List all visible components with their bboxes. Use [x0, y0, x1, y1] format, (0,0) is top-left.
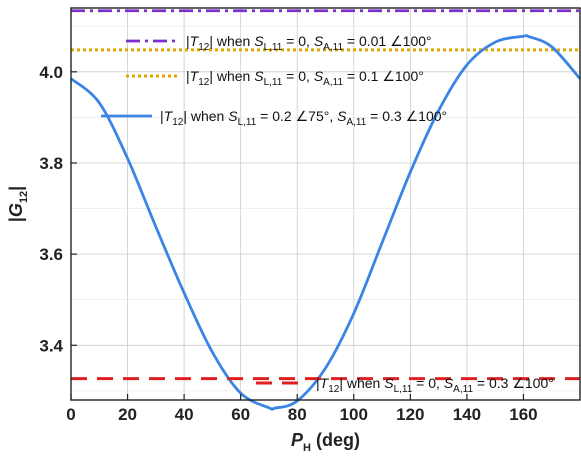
legend: |T12| when SL,11 = 0, SA,11 = 0.01 ∠100°… [101, 33, 554, 395]
x-axis-label: PH (deg) [291, 430, 360, 454]
y-axis-label: |G12| [6, 186, 30, 222]
x-tick-label: 40 [175, 405, 194, 424]
x-tick-label: 120 [396, 405, 424, 424]
grid [71, 8, 580, 400]
legend-label-4: |T12| when SL,11 = 0, SA,11 = 0.3 ∠100° [316, 375, 554, 395]
ticks: 0 20 40 60 80 100 120 140 160 3.4 3.6 3.8 4.0 [39, 63, 537, 424]
x-tick-label: 0 [66, 405, 75, 424]
y-tick-label: 3.4 [39, 336, 63, 355]
plot-frame [70, 7, 581, 401]
y-tick-label: 4.0 [39, 63, 63, 82]
legend-label-3: |T12| when SL,11 = 0.2 ∠75°, SA,11 = 0.3… [160, 108, 447, 128]
series-layer [70, 9, 581, 411]
x-tick-label: 80 [288, 405, 307, 424]
y-tick-label: 3.8 [39, 154, 63, 173]
series-line-3 [70, 34, 581, 411]
x-tick-label: 140 [453, 405, 481, 424]
x-tick-label: 20 [118, 405, 137, 424]
x-tick-label: 60 [231, 405, 250, 424]
x-tick-label: 100 [340, 405, 368, 424]
legend-label-2: |T12| when SL,11 = 0, SA,11 = 0.1 ∠100° [186, 68, 424, 88]
legend-label-1: |T12| when SL,11 = 0, SA,11 = 0.01 ∠100° [186, 33, 432, 53]
x-tick-label: 160 [509, 405, 537, 424]
y-tick-label: 3.6 [39, 245, 63, 264]
